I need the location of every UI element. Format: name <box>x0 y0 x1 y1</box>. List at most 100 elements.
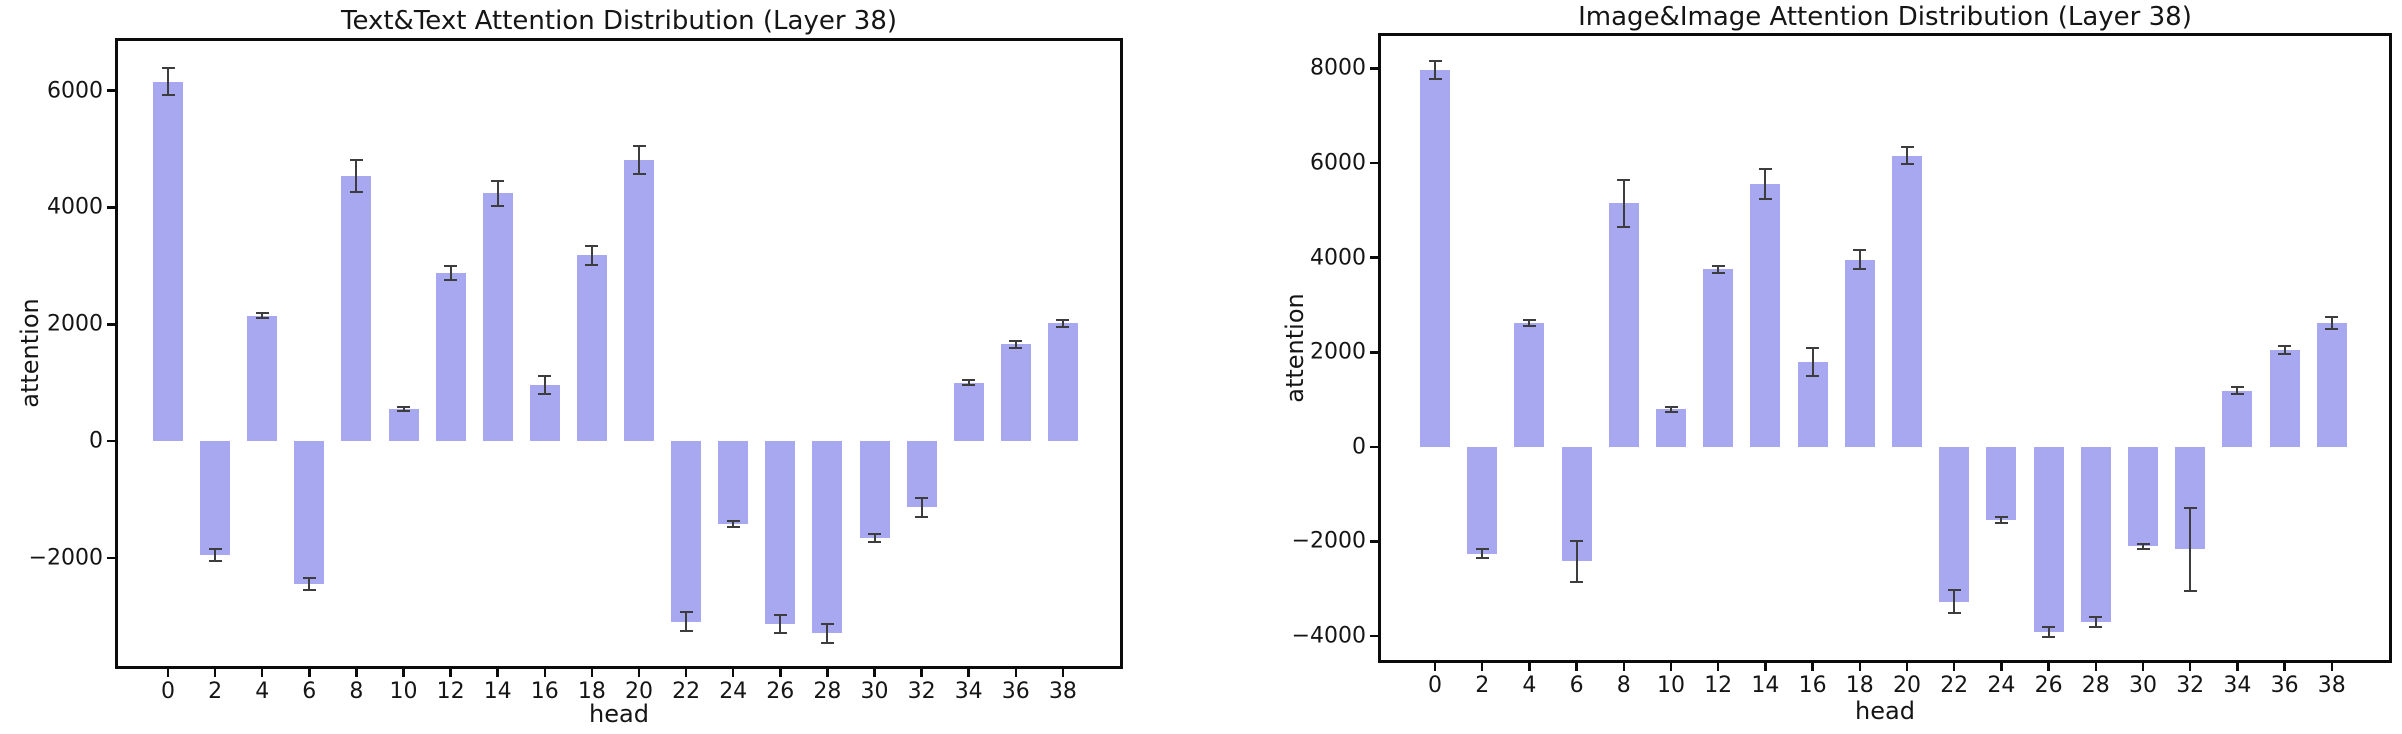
x-tick <box>967 669 970 677</box>
error-cap <box>773 614 787 617</box>
error-cap <box>1664 410 1678 413</box>
x-tick <box>308 669 311 677</box>
error-bar <box>355 160 358 192</box>
bar <box>1608 203 1639 447</box>
x-tick-label: 24 <box>719 679 748 704</box>
y-tick-label: −2000 <box>28 545 103 571</box>
bar <box>953 382 984 442</box>
error-bar <box>308 578 311 591</box>
error-cap <box>349 159 363 162</box>
x-tick <box>2283 663 2286 671</box>
y-tick-label: −2000 <box>1291 528 1366 554</box>
error-cap <box>349 190 363 193</box>
bar <box>859 441 890 539</box>
x-tick <box>2047 663 2050 671</box>
x-tick <box>2330 663 2334 671</box>
error-cap <box>1428 77 1442 80</box>
error-cap <box>2089 615 2103 618</box>
x-tick <box>402 669 405 677</box>
x-tick <box>826 669 829 677</box>
x-tick-label: 28 <box>813 679 842 704</box>
x-tick-label: 30 <box>2129 673 2157 698</box>
bar <box>1844 259 1875 447</box>
x-tick-label: 38 <box>2317 673 2346 698</box>
error-bar <box>826 624 829 643</box>
x-tick <box>166 669 170 677</box>
error-bar <box>2330 316 2333 330</box>
error-bar <box>543 376 546 394</box>
y-tick-label: 4000 <box>1310 245 1366 271</box>
x-tick-label: 16 <box>1798 673 1827 698</box>
x-tick <box>920 669 923 677</box>
error-cap <box>1900 163 1914 166</box>
y-tick <box>1370 256 1378 259</box>
x-tick <box>2094 663 2098 671</box>
bar <box>2128 446 2158 547</box>
x-tick-label: 28 <box>2081 673 2110 698</box>
error-bar <box>1670 407 1672 412</box>
x-tick <box>543 669 547 677</box>
error-bar <box>402 406 405 412</box>
x-tick <box>1575 663 1578 671</box>
error-cap <box>1947 612 1961 615</box>
error-cap <box>2230 385 2244 388</box>
x-tick-label: 32 <box>907 679 936 704</box>
error-cap <box>161 67 175 70</box>
bar <box>1703 269 1734 447</box>
x-tick-label: 2 <box>208 679 223 704</box>
error-cap <box>2042 626 2056 629</box>
error-cap <box>868 541 881 544</box>
x-tick-label: 18 <box>577 679 606 704</box>
x-tick-label: 36 <box>1001 679 1030 704</box>
error-cap <box>962 379 976 382</box>
error-bar <box>1528 319 1531 327</box>
error-cap <box>2042 636 2056 639</box>
y-tick <box>1370 351 1378 354</box>
error-cap <box>1617 178 1631 181</box>
error-cap <box>1853 248 1867 251</box>
x-tick-label: 26 <box>2034 673 2063 698</box>
bar <box>2033 446 2064 633</box>
bar <box>576 255 607 442</box>
error-cap <box>1056 325 1070 328</box>
bar <box>2080 446 2111 622</box>
bar <box>435 273 466 442</box>
x-tick-label: 4 <box>255 679 270 704</box>
x-tick <box>496 669 499 677</box>
x-tick <box>637 669 641 677</box>
error-cap <box>585 263 599 266</box>
error-bar <box>2094 616 2097 628</box>
x-tick <box>1014 669 1018 677</box>
y-tick-label: 6000 <box>1310 150 1366 176</box>
error-cap <box>208 559 222 562</box>
error-cap <box>1806 375 1820 378</box>
error-bar <box>873 534 876 543</box>
error-cap <box>2183 589 2197 592</box>
x-tick <box>1764 663 1767 671</box>
y-tick <box>107 556 115 560</box>
error-cap <box>2183 507 2197 510</box>
error-cap <box>397 405 410 408</box>
x-tick-label: 12 <box>1704 673 1733 698</box>
x-tick <box>213 669 217 677</box>
chart-title-text-text: Text&Text Attention Distribution (Layer … <box>340 6 898 36</box>
error-cap <box>161 94 175 97</box>
error-cap <box>444 265 458 268</box>
x-tick-label: 14 <box>483 679 512 704</box>
bar <box>153 81 183 442</box>
error-bar <box>214 549 217 561</box>
x-tick-label: 0 <box>1428 673 1442 698</box>
x-tick-label: 36 <box>2270 673 2299 698</box>
x-tick-label: 16 <box>530 679 559 704</box>
x-tick-label: 12 <box>436 679 465 704</box>
x-tick-label: 22 <box>672 679 701 704</box>
x-tick <box>1480 663 1484 671</box>
error-cap <box>1711 264 1725 267</box>
bar <box>1986 446 2017 521</box>
error-bar <box>2142 543 2144 549</box>
error-bar <box>920 497 923 517</box>
x-tick <box>873 669 876 677</box>
error-cap <box>2136 542 2150 545</box>
error-cap <box>255 311 269 314</box>
